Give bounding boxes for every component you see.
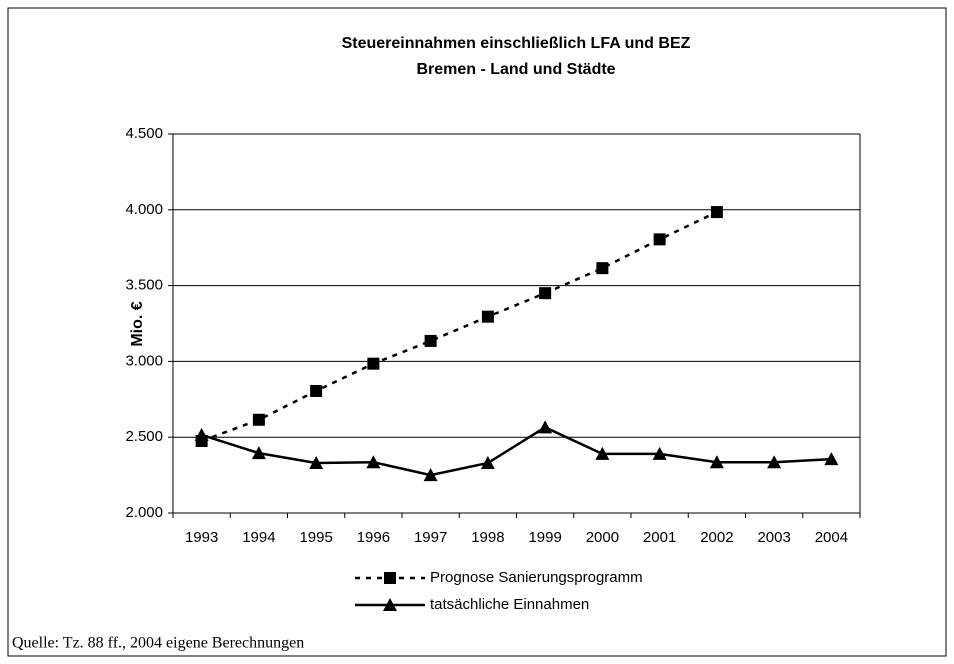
- chart-subtitle: Bremen - Land und Städte: [416, 61, 615, 78]
- x-tick-label: 1997: [414, 529, 447, 546]
- y-tick-label: 2.000: [125, 504, 163, 521]
- x-tick-label: 2002: [700, 529, 733, 546]
- data-point: [595, 446, 610, 460]
- x-tick-label: 1994: [242, 529, 275, 546]
- data-point: [367, 357, 380, 370]
- legend-marker: [384, 572, 396, 584]
- data-point: [596, 262, 609, 275]
- y-tick-label: 3.500: [125, 277, 163, 294]
- data-point: [709, 455, 724, 469]
- data-point: [652, 446, 667, 460]
- data-point: [539, 287, 552, 300]
- legend-label: Prognose Sanierungsprogramm: [430, 569, 643, 586]
- y-axis-label: Mio. €: [129, 301, 146, 346]
- x-tick-label: 1999: [528, 529, 561, 546]
- x-tick-label: 1996: [357, 529, 390, 546]
- y-tick-label: 2.500: [125, 428, 163, 445]
- data-point: [538, 420, 553, 434]
- data-point: [481, 310, 494, 323]
- y-tick-label: 4.000: [125, 201, 163, 218]
- data-point: [251, 446, 266, 460]
- data-point: [310, 384, 323, 397]
- data-point: [252, 413, 265, 426]
- legend-label: tatsächliche Einnahmen: [430, 596, 589, 613]
- data-point: [366, 455, 381, 469]
- source-note: Quelle: Tz. 88 ff., 2004 eigene Berechnu…: [12, 635, 304, 652]
- x-tick-label: 1995: [299, 529, 332, 546]
- x-tick-label: 2000: [586, 529, 619, 546]
- x-tick-label: 2001: [643, 529, 676, 546]
- data-point: [424, 334, 437, 347]
- data-point: [767, 455, 782, 469]
- y-tick-label: 3.000: [125, 352, 163, 369]
- series-line: [201, 425, 832, 477]
- data-point: [710, 206, 723, 219]
- data-point: [309, 455, 324, 469]
- x-tick-label: 1993: [185, 529, 218, 546]
- data-point: [423, 468, 438, 482]
- data-point: [480, 455, 495, 469]
- y-tick-label: 4.500: [125, 125, 163, 142]
- frame: [7, 7, 947, 657]
- data-point: [653, 233, 666, 246]
- data-point: [824, 452, 839, 466]
- legend-marker: [383, 598, 397, 611]
- x-tick-label: 1998: [471, 529, 504, 546]
- x-tick-label: 2003: [757, 529, 790, 546]
- chart-title: Steuereinnahmen einschließlich LFA und B…: [342, 35, 691, 52]
- data-point: [194, 427, 209, 441]
- x-tick-label: 2004: [815, 529, 848, 546]
